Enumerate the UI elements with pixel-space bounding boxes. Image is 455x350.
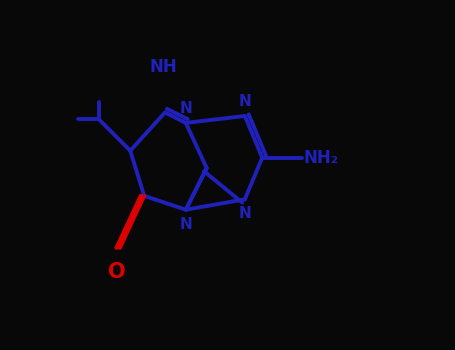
Text: NH: NH bbox=[149, 58, 177, 76]
Text: O: O bbox=[107, 262, 125, 282]
Text: N: N bbox=[179, 101, 192, 116]
Text: NH₂: NH₂ bbox=[304, 149, 339, 167]
Text: N: N bbox=[238, 206, 251, 221]
Text: N: N bbox=[179, 217, 192, 232]
Text: N: N bbox=[238, 94, 251, 109]
